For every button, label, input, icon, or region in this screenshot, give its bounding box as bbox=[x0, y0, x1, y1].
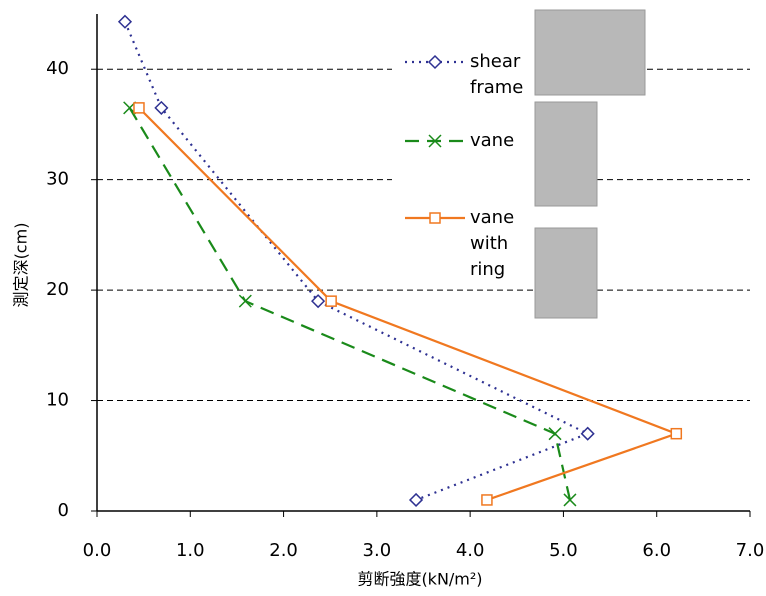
photo bbox=[534, 9, 646, 96]
marker bbox=[117, 14, 133, 29]
marker bbox=[481, 494, 493, 506]
series-line bbox=[128, 107, 572, 501]
legend-marker bbox=[428, 134, 442, 148]
legend-label: shear frame bbox=[470, 51, 524, 98]
x-tick-label: 7.0 bbox=[736, 540, 765, 561]
x-tick-label: 5.0 bbox=[549, 540, 578, 561]
x-tick-label: 3.0 bbox=[363, 540, 392, 561]
legend-marker bbox=[427, 54, 443, 70]
legend-label: vane bbox=[470, 130, 515, 151]
marker bbox=[548, 427, 562, 441]
marker bbox=[670, 427, 683, 440]
y-tick-label: 20 bbox=[46, 279, 69, 300]
series-line bbox=[138, 107, 680, 501]
marker bbox=[580, 426, 595, 441]
marker bbox=[133, 102, 145, 114]
marker bbox=[238, 294, 252, 308]
marker bbox=[311, 294, 326, 309]
y-tick-label: 0 bbox=[58, 500, 69, 521]
x-tick-label: 2.0 bbox=[269, 540, 298, 561]
y-axis-title: 測定深(cm) bbox=[12, 223, 31, 308]
legend-marker bbox=[429, 212, 441, 224]
x-tick-label: 4.0 bbox=[456, 540, 485, 561]
marker bbox=[408, 492, 424, 508]
y-tick-label: 30 bbox=[46, 169, 69, 190]
y-tick-label: 10 bbox=[46, 390, 69, 411]
marker bbox=[325, 295, 337, 307]
x-tick-label: 0.0 bbox=[83, 540, 112, 561]
marker bbox=[154, 100, 169, 115]
photo bbox=[534, 227, 598, 319]
x-axis-title: 剪断強度(kN/m²) bbox=[357, 570, 482, 589]
x-tick-label: 6.0 bbox=[642, 540, 671, 561]
legend-box bbox=[392, 36, 534, 276]
legend-label: vane with ring bbox=[470, 207, 515, 280]
photo bbox=[534, 101, 598, 207]
x-tick-label: 1.0 bbox=[176, 540, 205, 561]
y-tick-label: 40 bbox=[46, 58, 69, 79]
marker bbox=[563, 493, 577, 507]
